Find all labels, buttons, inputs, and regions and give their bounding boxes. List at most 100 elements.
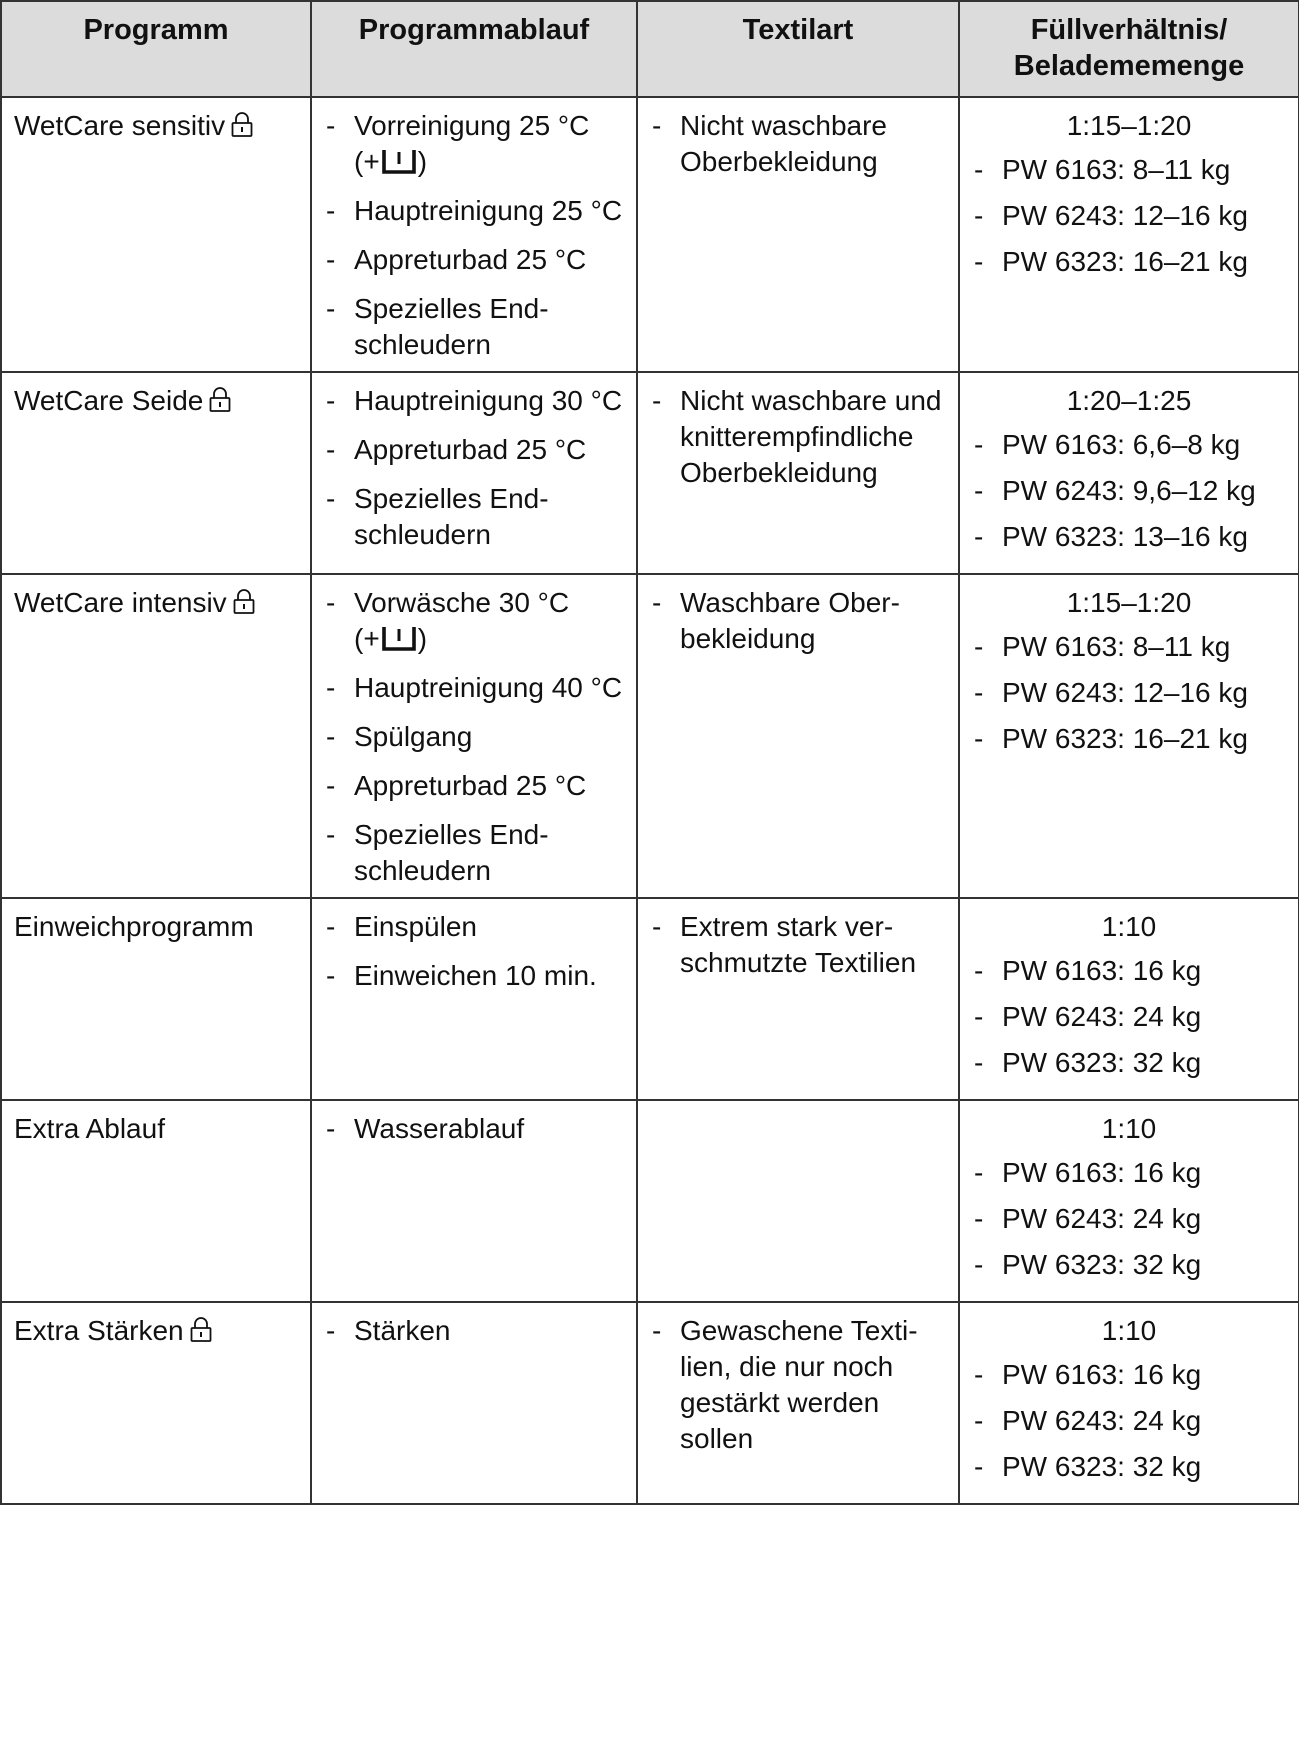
fill-ratio-cell: 1:10 PW 6163: 16 kg PW 6243: 24 kg PW 6323:… <box>958 1301 1299 1505</box>
program-step-text: Spezielles End­schleudern <box>354 293 549 360</box>
program-step-text: Spezielles End­schleudern <box>354 483 549 550</box>
load-amount: PW 6243: 9,6–12 kg <box>970 473 1288 509</box>
program-step-text: Spezielles End­schleudern <box>354 819 549 886</box>
fill-ratio: 1:20–1:25 <box>1066 385 1192 416</box>
program-name-cell: WetCare intensiv <box>0 573 312 899</box>
fill-ratio-cell: 1:15–1:20 PW 6163: 8–11 kg PW 6243: 12–16 … <box>958 573 1299 899</box>
fill-ratio-cell: 1:15–1:20 PW 6163: 8–11 kg PW 6243: 12–16 … <box>958 96 1299 373</box>
load-amount: PW 6323: 32 kg <box>970 1449 1288 1485</box>
program-step: Vorreinigung 25 °C (+) <box>322 108 626 180</box>
program-step-text: Vorwäsche 30 °C <box>354 587 570 618</box>
load-list: PW 6163: 6,6–8 kg PW 6243: 9,6–12 kg PW 63… <box>970 427 1288 555</box>
program-steps-list: Vorreinigung 25 °C (+) Hauptreinigung 25 °… <box>322 108 626 363</box>
program-steps-list: Wasserablauf <box>322 1111 626 1147</box>
header-programm: Programm <box>0 0 312 98</box>
load-amount: PW 6163: 16 kg <box>970 1155 1288 1191</box>
program-name-cell: WetCare Seide <box>0 371 312 575</box>
table-row: Einweichprogramm Einspülen Einweichen 10 m… <box>0 897 1299 1101</box>
load-list: PW 6163: 16 kg PW 6243: 24 kg PW 6323: 32 … <box>970 1155 1288 1283</box>
fill-ratio: 1:10 <box>1101 1315 1157 1346</box>
program-steps-list: Stärken <box>322 1313 626 1349</box>
lock-icon <box>190 1316 212 1342</box>
program-step: Vorwäsche 30 °C (+) <box>322 585 626 657</box>
fill-ratio: 1:15–1:20 <box>1066 110 1192 141</box>
program-step-text: Einweichen 10 min. <box>354 960 597 991</box>
program-step-text: Appreturbad 25 °C <box>354 434 587 465</box>
program-step: Spülgang <box>322 719 626 755</box>
program-step: Wasserablauf <box>322 1111 626 1147</box>
header-textilart: Textilart <box>636 0 960 98</box>
load-list: PW 6163: 8–11 kg PW 6243: 12–16 kg PW 6323… <box>970 629 1288 757</box>
lock-icon <box>231 111 253 137</box>
detergent-tub-icon <box>381 147 417 174</box>
load-amount: PW 6163: 8–11 kg <box>970 629 1288 665</box>
program-step-text: Stärken <box>354 1315 451 1346</box>
textile-type: Waschbare Ober­bekleidung <box>648 585 948 657</box>
textile-type-cell: Nicht waschbare und knitteremp­findliche… <box>636 371 960 575</box>
textile-type-cell: Extrem stark ver­schmutzte Textilien <box>636 897 960 1101</box>
textile-type-cell: Nicht waschbare Oberbekleidung <box>636 96 960 373</box>
textile-type-list: Waschbare Ober­bekleidung <box>648 585 948 657</box>
fill-ratio: 1:10 <box>1101 1113 1157 1144</box>
fill-ratio: 1:15–1:20 <box>1066 587 1192 618</box>
load-amount: PW 6323: 13–16 kg <box>970 519 1288 555</box>
load-amount: PW 6323: 32 kg <box>970 1247 1288 1283</box>
prefill-open: (+ <box>354 146 380 177</box>
program-name-cell: Extra Ablauf <box>0 1099 312 1303</box>
detergent-tub-icon <box>381 624 417 651</box>
program-name: Extra Ablauf <box>14 1113 165 1144</box>
program-name: Extra Stärken <box>14 1315 184 1346</box>
program-name: Einweichprogramm <box>14 911 254 942</box>
table-row: WetCare sensitiv Vorreinigung 25 °C (+) Hau… <box>0 96 1299 373</box>
prefill-open: (+ <box>354 623 380 654</box>
header-fuellverhaeltnis: Füllverhältnis/ Beladememenge <box>958 0 1299 98</box>
load-amount: PW 6243: 12–16 kg <box>970 675 1288 711</box>
program-name: WetCare Seide <box>14 385 204 416</box>
table-row: Extra Stärken Stärken Gewaschene Texti­lie… <box>0 1301 1299 1505</box>
program-step-text: Vorreinigung 25 °C <box>354 110 590 141</box>
program-step: Einspülen <box>322 909 626 945</box>
textile-type-list: Nicht waschbare und knitteremp­findliche… <box>648 383 948 491</box>
program-steps-cell: Vorwäsche 30 °C (+) Hauptreinigung 40 °C Sp… <box>310 573 638 899</box>
program-step-text: Einspülen <box>354 911 477 942</box>
fill-ratio-cell: 1:20–1:25 PW 6163: 6,6–8 kg PW 6243: 9,6–1… <box>958 371 1299 575</box>
header-fuell-line2: Beladememenge <box>1013 50 1245 82</box>
program-step-text: Wasserablauf <box>354 1113 525 1144</box>
prefill-close: ) <box>417 623 428 654</box>
table-row: Extra Ablauf Wasserablauf 1:10 PW 6163: 16 … <box>0 1099 1299 1303</box>
program-steps-cell: Stärken <box>310 1301 638 1505</box>
textile-type: Extrem stark ver­schmutzte Textilien <box>648 909 948 981</box>
program-step: Hauptreinigung 25 °C <box>322 193 626 229</box>
header-row: Programm Programmablauf Textilart Füllve… <box>0 0 1299 98</box>
fill-ratio: 1:10 <box>1101 911 1157 942</box>
program-steps-list: Einspülen Einweichen 10 min. <box>322 909 626 994</box>
textile-type: Gewaschene Texti­lien, die nur noch gest… <box>648 1313 948 1457</box>
lock-icon <box>233 588 255 614</box>
textile-type-list: Nicht waschbare Oberbekleidung <box>648 108 948 180</box>
table-row: WetCare intensiv Vorwäsche 30 °C (+) Hauptr… <box>0 573 1299 899</box>
program-step-text: Hauptreinigung 30 °C <box>354 385 623 416</box>
program-step: Appreturbad 25 °C <box>322 242 626 278</box>
program-step: Hauptreinigung 40 °C <box>322 670 626 706</box>
program-step-text: Appreturbad 25 °C <box>354 244 587 275</box>
program-name: WetCare intensiv <box>14 587 227 618</box>
program-steps-cell: Wasserablauf <box>310 1099 638 1303</box>
program-table: Programm Programmablauf Textilart Füllve… <box>0 0 1299 1505</box>
program-name-cell: WetCare sensitiv <box>0 96 312 373</box>
textile-type: Nicht waschbare Oberbekleidung <box>648 108 948 180</box>
textile-type-cell <box>636 1099 960 1303</box>
program-steps-cell: Einspülen Einweichen 10 min. <box>310 897 638 1101</box>
program-step: Spezielles End­schleudern <box>322 291 626 363</box>
program-name-cell: Einweichprogramm <box>0 897 312 1101</box>
program-steps-cell: Hauptreinigung 30 °C Appreturbad 25 °C Spe… <box>310 371 638 575</box>
program-step: Spezielles End­schleudern <box>322 481 626 553</box>
load-amount: PW 6243: 24 kg <box>970 1201 1288 1237</box>
load-list: PW 6163: 8–11 kg PW 6243: 12–16 kg PW 6323… <box>970 152 1288 280</box>
load-amount: PW 6163: 16 kg <box>970 953 1288 989</box>
textile-type-list: Gewaschene Texti­lien, die nur noch gest… <box>648 1313 948 1457</box>
textile-type-cell: Gewaschene Texti­lien, die nur noch gest… <box>636 1301 960 1505</box>
program-step: Einweichen 10 min. <box>322 958 626 994</box>
program-steps-list: Vorwäsche 30 °C (+) Hauptreinigung 40 °C Sp… <box>322 585 626 889</box>
textile-type: Nicht waschbare und knitteremp­findliche… <box>648 383 948 491</box>
program-step: Spezielles End­schleudern <box>322 817 626 889</box>
